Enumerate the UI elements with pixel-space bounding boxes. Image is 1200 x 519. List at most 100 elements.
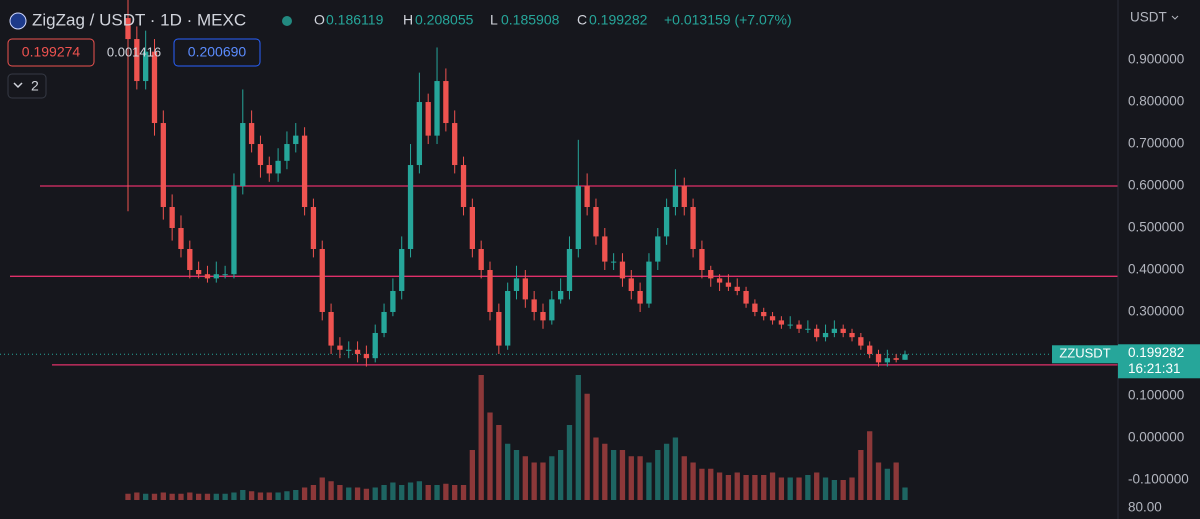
volume-bar xyxy=(284,491,290,500)
chevron-icon xyxy=(1171,15,1179,20)
volume-bar xyxy=(293,490,299,500)
candle-body xyxy=(452,123,458,166)
candle-body xyxy=(469,207,476,250)
market-status xyxy=(282,16,292,26)
ohlc-label: L xyxy=(490,12,498,28)
ohlc-value: 0.186119 xyxy=(326,12,384,28)
volume-bar xyxy=(187,492,193,500)
candle-body xyxy=(690,207,696,250)
candle-body xyxy=(716,278,723,283)
candle-body xyxy=(849,332,855,338)
candle-body xyxy=(540,311,546,321)
candle-body xyxy=(593,207,599,237)
volume-bar xyxy=(778,477,785,500)
candle-body xyxy=(708,269,714,279)
chevron-icon xyxy=(13,82,23,89)
currency-select[interactable]: USDT xyxy=(1130,10,1167,25)
volume-bar xyxy=(814,472,820,500)
volume-bar xyxy=(275,492,281,500)
volume-bar xyxy=(884,468,890,500)
y-tick-label: 0.100000 xyxy=(1128,388,1184,403)
candle-body xyxy=(301,135,308,208)
y-tick-label: -0.100000 xyxy=(1128,472,1189,487)
y-tick-label: 0.400000 xyxy=(1128,262,1184,277)
candle-body xyxy=(663,207,670,237)
candle-body xyxy=(584,186,590,208)
buy-price[interactable]: 0.200690 xyxy=(188,44,247,60)
sell-button[interactable] xyxy=(7,38,95,67)
candle-body xyxy=(204,274,211,279)
volume-bar xyxy=(690,462,696,500)
candle-body xyxy=(195,269,202,275)
volume-bar xyxy=(769,472,776,500)
indicators-count[interactable]: 2 xyxy=(31,78,39,94)
candle-body xyxy=(416,102,423,166)
volume-bar xyxy=(204,493,211,500)
candle-body xyxy=(893,358,899,360)
candle-body xyxy=(902,354,908,360)
candle-body xyxy=(399,249,405,291)
candle-body xyxy=(160,123,166,208)
plot xyxy=(0,0,1118,500)
candle-body xyxy=(231,186,237,275)
volume-bar xyxy=(893,462,899,500)
volume-bar xyxy=(346,487,352,500)
volume-bar xyxy=(434,485,440,500)
candle-body xyxy=(549,299,555,321)
candle-body xyxy=(566,249,573,291)
candle-body xyxy=(513,278,520,291)
candle-body xyxy=(284,144,290,161)
candle-body xyxy=(443,81,449,124)
volume-bar xyxy=(557,450,564,500)
ohlc-value: 0.199282 xyxy=(589,12,648,28)
candle-body xyxy=(337,345,343,350)
candle-body xyxy=(240,123,246,187)
volume-bar xyxy=(169,493,175,500)
buy-button[interactable] xyxy=(173,38,261,67)
volume-bar xyxy=(399,485,405,500)
volume-bar xyxy=(655,450,661,500)
volume-bar xyxy=(425,485,431,500)
candle-body xyxy=(699,249,705,270)
candle-body xyxy=(310,207,317,250)
volume-bar xyxy=(487,412,493,500)
volume-bar xyxy=(125,493,131,500)
volume-bar xyxy=(522,456,528,500)
volume-bar xyxy=(160,492,166,500)
ohlc-change: +0.013159 (+7.07%) xyxy=(664,12,792,28)
candle-body xyxy=(143,51,149,82)
candle-body xyxy=(778,320,785,325)
candle-body xyxy=(151,51,158,124)
ohlc-value: 0.185908 xyxy=(501,12,560,28)
volume-bar xyxy=(496,425,502,500)
volume-bar xyxy=(460,485,467,500)
y-tick-label: 0.000000 xyxy=(1128,430,1184,445)
volume-bar xyxy=(787,477,793,500)
volume-axis-label: 80.00 xyxy=(1128,500,1162,515)
y-tick-label: 0.300000 xyxy=(1128,304,1184,319)
volume-bar xyxy=(549,456,555,500)
indicators-toggle[interactable] xyxy=(7,73,47,99)
volume-bar xyxy=(478,375,484,500)
candle-body xyxy=(743,290,749,304)
volume-bar xyxy=(858,450,864,500)
candle-body xyxy=(372,332,378,359)
volume-bar xyxy=(584,393,590,500)
volume-bar xyxy=(531,462,537,500)
volume-bar xyxy=(752,475,758,500)
volume-bar xyxy=(266,492,272,500)
symbol-title[interactable]: ZigZag / USDT · 1D · MEXC xyxy=(32,10,246,29)
volume-bar xyxy=(240,490,246,500)
volume-bar xyxy=(328,481,334,500)
sell-price[interactable]: 0.199274 xyxy=(22,44,81,60)
volume-bar xyxy=(699,468,705,500)
candle-body xyxy=(134,39,140,82)
volume-bar xyxy=(390,482,396,500)
candle-body xyxy=(434,81,440,136)
candle-body xyxy=(222,274,228,276)
volume-bar xyxy=(725,475,732,500)
volume-bar xyxy=(761,475,767,500)
candle-body xyxy=(346,349,352,351)
